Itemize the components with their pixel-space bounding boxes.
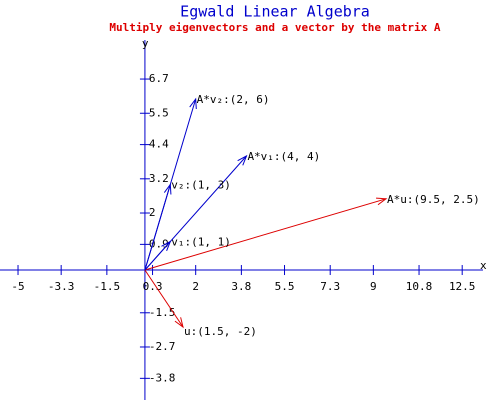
vector-label: v₂:(1, 3) bbox=[171, 179, 231, 192]
vector-label: u:(1.5, -2) bbox=[184, 325, 257, 338]
x-tick-label: 7.3 bbox=[320, 280, 340, 293]
chart-title: Egwald Linear Algebra bbox=[180, 3, 370, 21]
arrow-head bbox=[174, 317, 184, 329]
y-tick-label: -3.8 bbox=[149, 371, 176, 384]
vector bbox=[144, 98, 197, 271]
x-tick-label: 9 bbox=[370, 280, 377, 293]
x-tick-label: -1.5 bbox=[94, 280, 121, 293]
vector-label: A*u:(9.5, 2.5) bbox=[387, 193, 480, 206]
vector bbox=[144, 198, 387, 271]
arrow-head bbox=[189, 97, 197, 110]
vector-label: v₁:(1, 1) bbox=[171, 236, 231, 249]
vector bbox=[144, 269, 184, 328]
x-tick-label: 12.5 bbox=[449, 280, 476, 293]
x-tick-label: 2 bbox=[192, 280, 199, 293]
x-tick-label: -5 bbox=[11, 280, 24, 293]
arrow-head bbox=[163, 183, 172, 195]
arrow-head bbox=[237, 154, 248, 166]
arrow-head bbox=[161, 240, 172, 252]
vector-label: A*v₂:(2, 6) bbox=[197, 93, 270, 106]
x-tick-label: -3.3 bbox=[48, 280, 75, 293]
y-tick-label: 6.7 bbox=[149, 72, 169, 85]
y-axis-label: y bbox=[142, 37, 149, 50]
x-tick-label: 0.3 bbox=[143, 280, 163, 293]
x-tick-label: 10.8 bbox=[406, 280, 433, 293]
y-tick-label: 3.2 bbox=[149, 172, 169, 185]
x-tick-label: 5.5 bbox=[275, 280, 295, 293]
arrow-head bbox=[376, 197, 388, 206]
x-tick-label: 3.8 bbox=[231, 280, 251, 293]
vector bbox=[144, 155, 247, 271]
y-tick-label: -1.5 bbox=[149, 306, 176, 319]
vector-label: A*v₁:(4, 4) bbox=[247, 150, 320, 163]
y-tick-label: 2 bbox=[149, 206, 156, 219]
x-axis-label: x bbox=[480, 259, 487, 272]
y-tick-label: 4.4 bbox=[149, 138, 169, 151]
y-tick-label: 5.5 bbox=[149, 106, 169, 119]
y-tick-label: -2.7 bbox=[149, 340, 176, 353]
chart-subtitle: Multiply eigenvectors and a vector by th… bbox=[109, 21, 441, 34]
